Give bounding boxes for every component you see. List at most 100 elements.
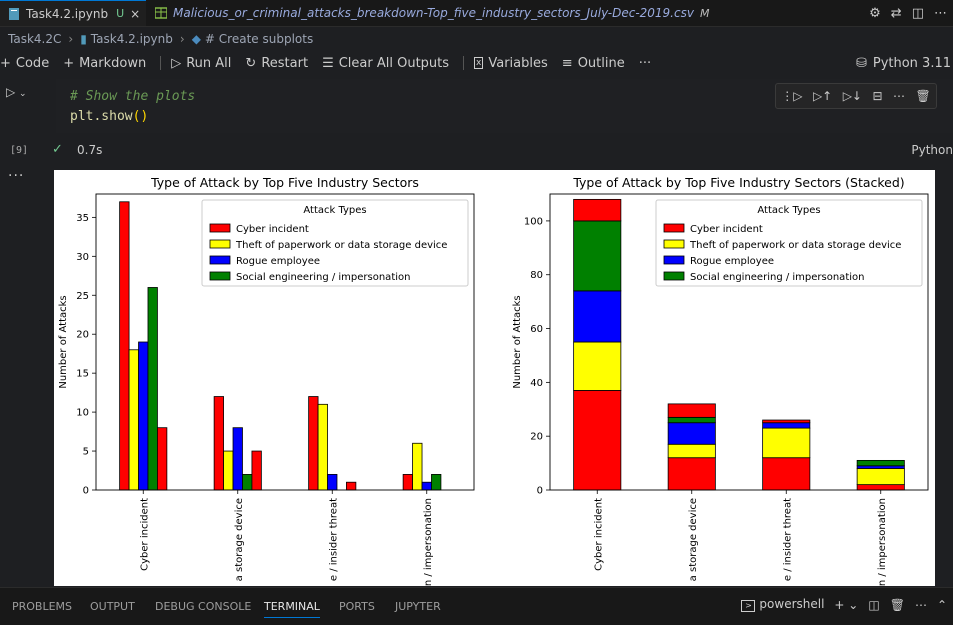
trash-icon[interactable]: 🗑: [915, 89, 931, 103]
legend-box: [655, 199, 923, 287]
variables-button[interactable]: x Variables: [474, 55, 548, 71]
stacked-bar-segment: [667, 457, 716, 491]
editor-tab-bar: Task4.2.ipynb U × Malicious_or_criminal_…: [0, 0, 953, 27]
notebook-toolbar: + Code + Markdown ▷ Run All ↻ Restart ☰ Clear…: [0, 51, 953, 75]
panel-tab-problems[interactable]: PROBLEMS: [12, 600, 73, 613]
plot-output: Type of Attack by Top Five Industry Sect…: [54, 170, 935, 586]
python-icon: ◆: [191, 32, 201, 46]
compare-icon[interactable]: ⇄: [890, 5, 902, 21]
plot-figure: Type of Attack by Top Five Industry Sect…: [58, 175, 929, 586]
bar: [157, 427, 168, 491]
execute-below-icon[interactable]: ▷↓: [842, 89, 862, 103]
breadcrumb-cell[interactable]: # Create subplots: [204, 32, 314, 46]
legend-title: Attack Types: [757, 205, 820, 216]
more-icon[interactable]: ⋯: [934, 5, 947, 21]
bar: [223, 450, 234, 491]
y-axis-label: Number of Attacks: [512, 295, 523, 388]
stacked-bar-segment: [856, 459, 905, 467]
stacked-bar-segment: [573, 390, 622, 491]
stacked-bar-segment: [573, 290, 622, 343]
breadcrumb-file[interactable]: Task4.2.ipynb: [90, 32, 173, 46]
execute-above-icon[interactable]: ▷↑: [812, 89, 833, 103]
panel-tab-debug-console[interactable]: DEBUG CONSOLE: [155, 600, 252, 613]
run-by-line-icon[interactable]: ⋮▷: [781, 89, 803, 103]
trash-icon[interactable]: 🗑: [889, 597, 905, 612]
cell-language[interactable]: Python: [911, 143, 953, 157]
legend-label: Theft of paperwork or data storage devic…: [689, 240, 901, 251]
x-tick-label: e / insider threat: [782, 498, 793, 581]
panel-tab-jupyter[interactable]: JUPYTER: [395, 600, 441, 613]
chevron-up-icon[interactable]: ⌃: [936, 597, 947, 612]
execution-count: [9]: [10, 145, 29, 156]
x-tick-label: e / insider threat: [328, 498, 339, 581]
terminal-shell: powershell: [759, 597, 825, 611]
variables-icon: x: [474, 57, 484, 69]
bar: [232, 427, 243, 491]
y-tick-label: 0: [83, 486, 89, 497]
breadcrumb-folder[interactable]: Task4.2C: [8, 32, 62, 46]
bar: [251, 450, 262, 491]
bar: [346, 481, 357, 491]
kernel-picker[interactable]: ⛁ Python 3.11: [856, 51, 953, 75]
panel-actions: > powershell + ⌄ ◫ 🗑 ⋯ ⌃: [741, 597, 947, 612]
new-terminal-icon[interactable]: + ⌄: [834, 597, 859, 612]
terminal-icon: >: [741, 600, 756, 612]
bar: [402, 474, 413, 491]
outline-button[interactable]: ≡ Outline: [561, 55, 625, 71]
legend-label: Social engineering / impersonation: [236, 272, 410, 283]
legend-label: Rogue employee: [236, 256, 320, 267]
y-tick-label: 60: [530, 324, 543, 335]
more-icon[interactable]: ⋯: [893, 89, 905, 103]
run-all-button[interactable]: ▷ Run All: [171, 55, 232, 71]
split-cell-icon[interactable]: ⊟: [872, 89, 883, 103]
clear-outputs-button[interactable]: ☰ Clear All Outputs: [322, 55, 450, 71]
chevron-down-icon[interactable]: ⌄: [19, 89, 27, 99]
panel-tab-ports[interactable]: PORTS: [339, 600, 375, 613]
stacked-bar-segment: [762, 427, 811, 459]
terminal-selector[interactable]: > powershell: [741, 597, 824, 612]
bar: [421, 481, 432, 491]
chart-title: Type of Attack by Top Five Industry Sect…: [572, 175, 904, 190]
y-tick-label: 20: [530, 432, 543, 443]
gear-icon[interactable]: ⚙: [869, 5, 881, 21]
code-parens: (): [132, 109, 149, 124]
more-icon[interactable]: ⋯: [914, 597, 927, 612]
bar: [308, 396, 319, 491]
chevron-right-icon: ›: [179, 32, 185, 46]
restart-button[interactable]: ↻ Restart: [245, 55, 309, 71]
split-terminal-icon[interactable]: ◫: [868, 597, 880, 612]
check-icon: ✓: [52, 142, 63, 157]
add-code-button[interactable]: + Code: [0, 55, 50, 71]
divider: [463, 56, 465, 70]
kernel-label: Python 3.11: [872, 55, 951, 71]
legend-swatch: [663, 255, 685, 265]
close-icon[interactable]: ×: [130, 6, 141, 21]
table-icon: [154, 7, 168, 19]
y-tick-label: 30: [76, 252, 89, 263]
legend-swatch: [663, 239, 685, 249]
execution-duration: 0.7s: [77, 143, 103, 157]
y-tick-label: 15: [76, 369, 89, 380]
tab-csv[interactable]: Malicious_or_criminal_attacks_breakdown-…: [147, 0, 709, 26]
panel-tab-output[interactable]: OUTPUT: [90, 600, 135, 613]
tab-notebook[interactable]: Task4.2.ipynb U ×: [0, 0, 146, 26]
legend-swatch: [209, 271, 231, 281]
stacked-bar-segment: [762, 457, 811, 491]
code-cell[interactable]: ▷ ⌄ # Show the plots plt.show() ⋮▷ ▷↑ ▷↓…: [0, 79, 953, 165]
split-editor-icon[interactable]: ◫: [911, 5, 924, 21]
run-cell-button[interactable]: ▷ ⌄: [6, 85, 27, 99]
stacked-bar-segment: [856, 484, 905, 491]
code-text: # Show the plots plt.show(): [70, 87, 195, 127]
stacked-bar-segment: [573, 341, 622, 391]
bar: [138, 341, 149, 491]
toolbar-more-button[interactable]: ···: [638, 55, 652, 71]
legend-label: Theft of paperwork or data storage devic…: [235, 240, 447, 251]
restart-icon: ↻: [245, 55, 257, 71]
stacked-bar-segment: [667, 422, 716, 445]
code-function: plt.show: [70, 109, 133, 124]
panel-tab-terminal[interactable]: TERMINAL: [264, 600, 320, 618]
output-more-button[interactable]: ···: [8, 168, 25, 184]
add-markdown-button[interactable]: + Markdown: [63, 55, 147, 71]
chart-title: Type of Attack by Top Five Industry Sect…: [150, 175, 419, 190]
x-tick-label: n / impersonation: [423, 498, 434, 586]
